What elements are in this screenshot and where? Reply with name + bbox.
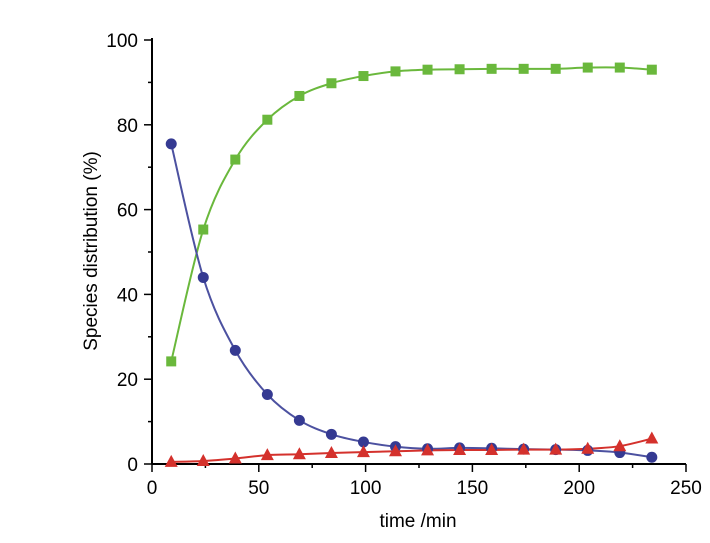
triangle-point — [613, 439, 627, 452]
square-point — [582, 62, 593, 73]
tick-labels: 0 50 100 150 200 250 0 20 40 60 80 100 — [106, 31, 702, 499]
y-axis-title: Species distribution (%) — [81, 151, 102, 351]
x-tick-label: 150 — [457, 478, 489, 499]
square-point — [166, 356, 177, 367]
square-point — [294, 90, 305, 101]
y-tick-label: 100 — [106, 31, 138, 52]
square-point — [614, 62, 625, 73]
triangle-point — [324, 445, 338, 458]
triangle-point — [421, 443, 435, 456]
triangle-point — [228, 451, 242, 464]
triangle-point — [645, 431, 659, 444]
circle-point — [357, 436, 369, 448]
circle-point — [229, 344, 241, 356]
circle-point — [293, 414, 305, 426]
square-point — [646, 64, 657, 75]
square-point — [518, 63, 529, 74]
triangle-point — [453, 443, 467, 456]
triangle-point — [356, 445, 370, 458]
circle-series-line — [170, 143, 652, 459]
square-point — [262, 114, 273, 125]
triangle-point — [292, 447, 306, 460]
square-point — [454, 64, 465, 75]
circle-point — [165, 138, 177, 150]
circle-point — [197, 271, 209, 283]
circle-point — [261, 388, 273, 400]
fit-lines — [170, 66, 653, 463]
circle-point — [646, 451, 658, 463]
triangle-point — [389, 444, 403, 457]
x-tick-label: 200 — [563, 478, 595, 499]
square-point — [326, 78, 337, 89]
square-point — [198, 224, 209, 235]
circle-point — [325, 428, 337, 440]
square-point — [358, 71, 369, 82]
triangle-series-line — [171, 437, 653, 463]
y-tick-label: 0 — [127, 455, 138, 476]
triangle-point — [549, 442, 563, 455]
square-point — [390, 66, 401, 77]
triangle-point — [485, 443, 499, 456]
square-point — [550, 63, 561, 74]
x-tick-label: 50 — [248, 478, 269, 499]
data-points — [164, 62, 659, 467]
square-point — [230, 154, 241, 165]
triangle-point — [517, 442, 531, 455]
x-tick-label: 0 — [147, 478, 158, 499]
axes — [144, 38, 687, 472]
triangle-point — [581, 441, 595, 454]
x-axis-title: time /min — [379, 511, 456, 532]
y-tick-label: 60 — [117, 201, 138, 222]
x-tick-label: 250 — [670, 478, 702, 499]
y-tick-label: 20 — [117, 370, 138, 391]
triangle-point — [260, 448, 274, 461]
square-series-line — [170, 66, 652, 362]
y-tick-label: 40 — [117, 285, 138, 306]
y-tick-label: 80 — [117, 116, 138, 137]
square-point — [422, 64, 433, 75]
triangle-point — [196, 454, 210, 467]
x-tick-label: 100 — [350, 478, 382, 499]
triangle-point — [164, 454, 178, 467]
square-point — [486, 63, 497, 74]
